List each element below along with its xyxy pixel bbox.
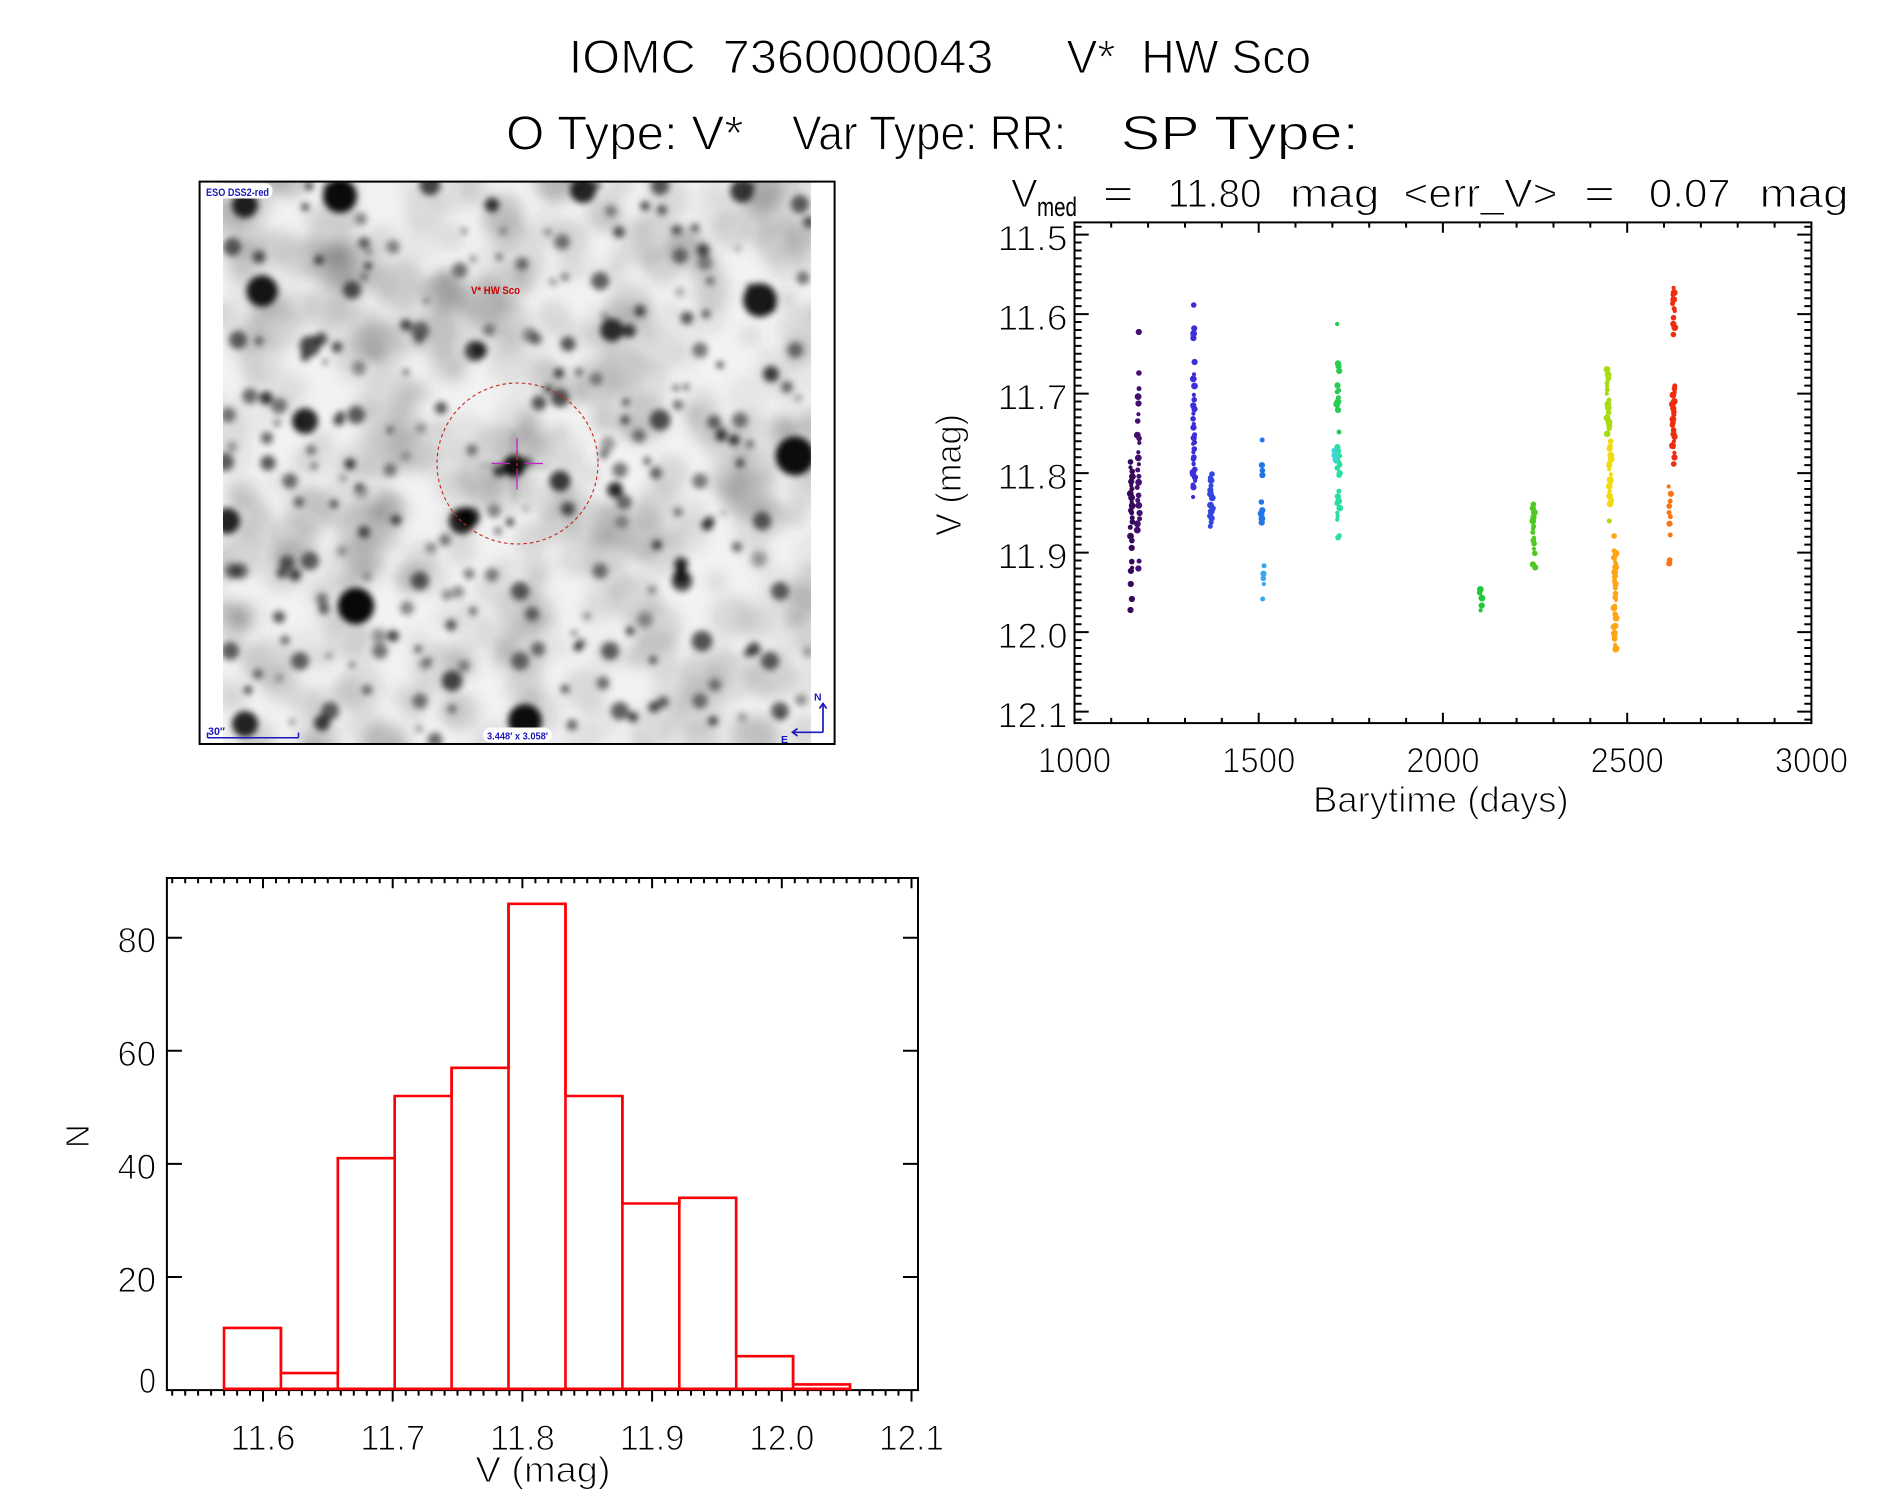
- svg-text:12.0: 12.0: [749, 1419, 814, 1458]
- svg-text:med: med: [1037, 192, 1077, 222]
- svg-text:V (mag): V (mag): [476, 1449, 611, 1490]
- svg-text:11.6: 11.6: [998, 299, 1068, 338]
- svg-text:mag: mag: [1290, 172, 1379, 216]
- svg-text:=: =: [1103, 172, 1134, 216]
- svg-text:0.07: 0.07: [1649, 172, 1731, 216]
- svg-text:V (mag): V (mag): [928, 414, 969, 536]
- svg-text:11.9: 11.9: [620, 1419, 685, 1458]
- svg-text:12.1: 12.1: [998, 696, 1068, 735]
- svg-text:mag: mag: [1760, 172, 1849, 216]
- svg-text:V* HW Sco: V* HW Sco: [471, 285, 520, 297]
- svg-text:60: 60: [118, 1035, 157, 1074]
- svg-text:N: N: [59, 1124, 96, 1148]
- svg-text:11.5: 11.5: [998, 219, 1068, 258]
- svg-text:E: E: [781, 734, 788, 746]
- svg-text:<err_V>: <err_V>: [1404, 172, 1558, 216]
- svg-text:11.7: 11.7: [360, 1419, 425, 1458]
- svg-text:1500: 1500: [1222, 742, 1295, 781]
- svg-text:Barytime (days): Barytime (days): [1313, 779, 1569, 820]
- svg-text:11.80: 11.80: [1168, 172, 1262, 216]
- svg-text:40: 40: [118, 1148, 157, 1187]
- svg-text:=: =: [1584, 172, 1615, 216]
- svg-text:2500: 2500: [1591, 742, 1664, 781]
- svg-text:ESO DSS2-red: ESO DSS2-red: [206, 187, 269, 199]
- svg-text:11.8: 11.8: [490, 1419, 555, 1458]
- svg-text:3000: 3000: [1775, 742, 1848, 781]
- svg-text:11.7: 11.7: [998, 378, 1068, 417]
- svg-text:SP Type:: SP Type:: [1121, 108, 1359, 161]
- svg-text:11.6: 11.6: [231, 1419, 296, 1458]
- svg-text:V: V: [1011, 172, 1038, 216]
- svg-text:20: 20: [118, 1261, 157, 1300]
- svg-text:O Type: V*: O Type: V*: [506, 108, 744, 161]
- svg-text:12.1: 12.1: [879, 1419, 944, 1458]
- svg-text:11.8: 11.8: [998, 458, 1068, 497]
- svg-text:80: 80: [118, 922, 157, 961]
- svg-text:0: 0: [139, 1362, 156, 1401]
- svg-text:11.9: 11.9: [998, 537, 1068, 576]
- svg-text:12.0: 12.0: [998, 617, 1068, 656]
- svg-text:Var Type: RR:: Var Type: RR:: [792, 108, 1066, 161]
- svg-text:N: N: [814, 692, 822, 704]
- svg-text:30′′: 30′′: [208, 726, 225, 738]
- svg-text:V* HW Sco: V* HW Sco: [1067, 30, 1312, 83]
- svg-text:IOMC 7360000043: IOMC 7360000043: [569, 30, 994, 83]
- svg-text:3.448′ x 3.058′: 3.448′ x 3.058′: [487, 731, 548, 743]
- svg-text:1000: 1000: [1038, 742, 1111, 781]
- svg-text:2000: 2000: [1406, 742, 1479, 781]
